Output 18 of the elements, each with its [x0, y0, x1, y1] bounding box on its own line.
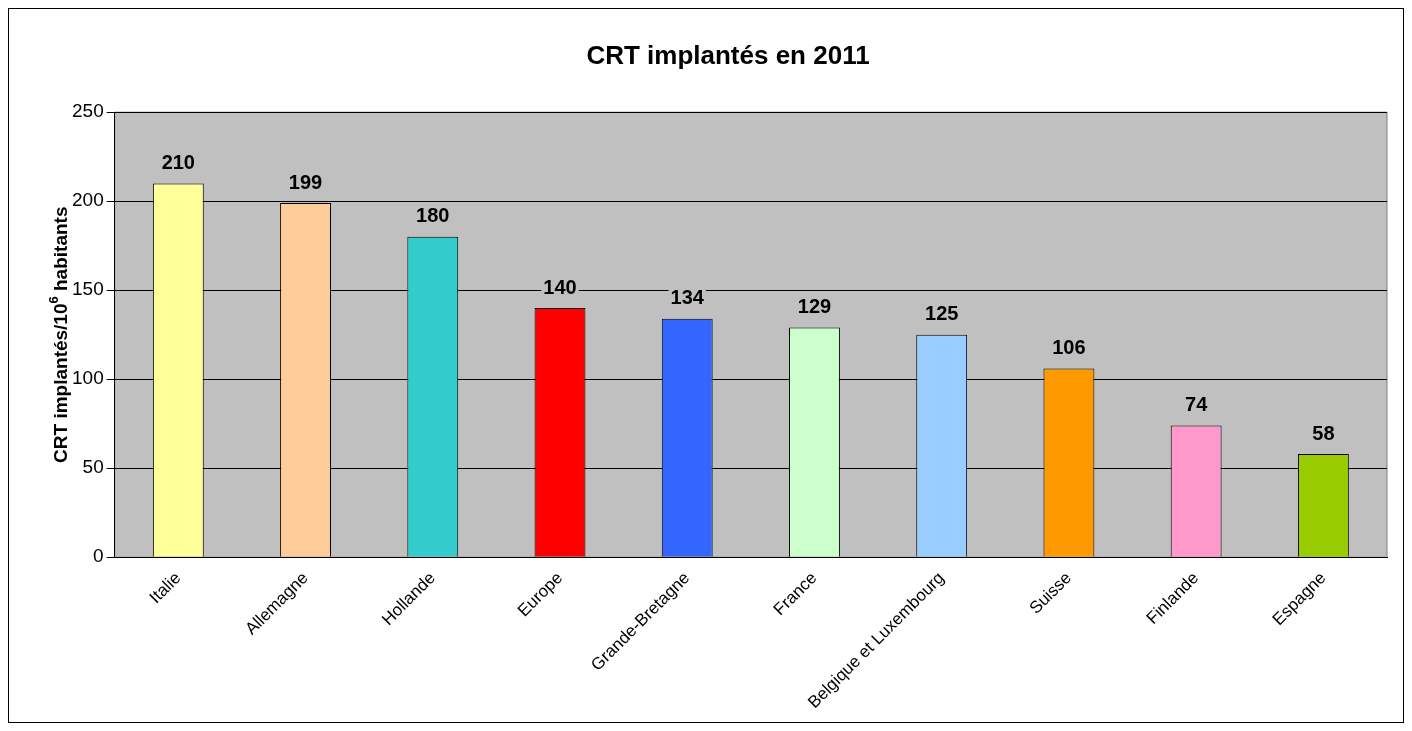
data-label: 106 — [1052, 336, 1086, 359]
y-tick-label: 50 — [82, 456, 104, 478]
y-tick-label: 150 — [72, 278, 104, 300]
chart-title: CRT implantés en 2011 — [586, 39, 870, 70]
data-label: 140 — [543, 275, 577, 298]
data-label: 74 — [1185, 393, 1209, 416]
y-tick-label: 200 — [72, 189, 104, 211]
y-tick-label: 250 — [72, 100, 104, 122]
data-label: 199 — [288, 170, 323, 193]
data-label: 210 — [161, 150, 195, 173]
data-label: 180 — [416, 204, 450, 227]
data-label: 58 — [1312, 421, 1335, 444]
data-label: 125 — [925, 302, 959, 325]
data-label: 129 — [797, 295, 832, 318]
data-label: 134 — [670, 286, 705, 309]
y-tick-label: 100 — [72, 367, 104, 389]
y-tick-label: 0 — [93, 545, 104, 567]
y-axis-title: CRT implantés/106 habitants — [46, 206, 71, 463]
